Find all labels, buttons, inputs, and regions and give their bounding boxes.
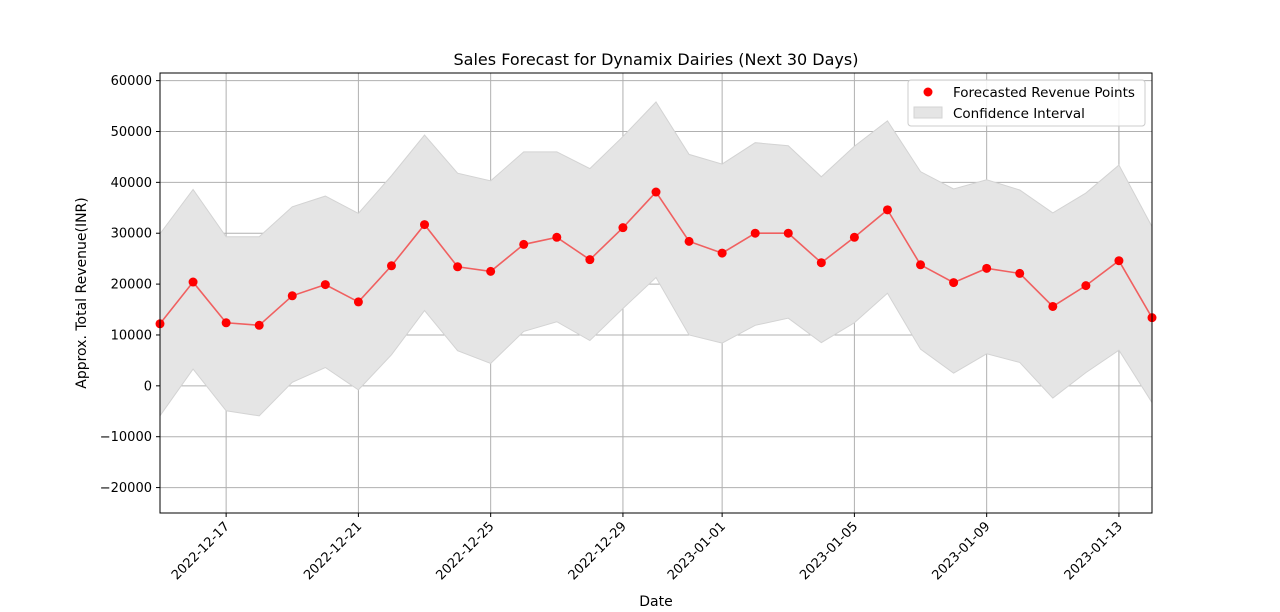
chart-title: Sales Forecast for Dynamix Dairies (Next… — [454, 50, 859, 69]
forecast-point — [750, 228, 760, 238]
forecast-point — [453, 262, 463, 272]
y-tick-label: 0 — [144, 379, 152, 394]
forecast-point — [684, 236, 694, 246]
y-tick-label: −20000 — [100, 481, 152, 496]
forecast-point — [982, 263, 992, 273]
forecast-point — [287, 291, 297, 301]
legend-label-forecast: Forecasted Revenue Points — [953, 85, 1135, 101]
forecast-point — [651, 187, 661, 197]
y-tick-label: 40000 — [111, 176, 152, 191]
forecast-point — [585, 255, 595, 265]
forecast-point — [1114, 256, 1124, 266]
x-tick-label: 2022-12-17 — [169, 519, 233, 583]
x-tick-label: 2023-01-13 — [1062, 519, 1126, 583]
forecast-point — [1015, 268, 1025, 278]
forecast-point — [254, 320, 264, 330]
y-tick-label: −10000 — [100, 430, 152, 445]
y-tick-label: 10000 — [111, 328, 152, 343]
x-tick-label: 2022-12-29 — [566, 519, 630, 583]
x-axis-label: Date — [639, 594, 672, 610]
x-axis-ticks: 2022-12-17 2022-12-21 2022-12-25 2022-12-29… — [169, 513, 1126, 583]
forecast-points-layer — [155, 187, 1157, 330]
x-tick-label: 2023-01-05 — [797, 519, 861, 583]
forecast-point — [1048, 301, 1058, 311]
legend-swatch-confidence — [913, 106, 943, 119]
forecast-point — [783, 228, 793, 238]
forecast-point — [816, 258, 826, 268]
forecast-point — [717, 248, 727, 258]
confidence-band-layer — [159, 101, 1153, 418]
forecast-point — [519, 239, 529, 249]
forecast-point — [420, 220, 430, 230]
x-tick-label: 2023-01-09 — [929, 519, 993, 583]
legend: Forecasted Revenue Points Confidence Int… — [907, 79, 1146, 127]
forecast-point — [353, 297, 363, 307]
y-axis-label: Approx. Total Revenue(INR) — [74, 197, 90, 389]
confidence-band — [159, 101, 1153, 418]
y-tick-label: 50000 — [111, 125, 152, 140]
forecast-point — [386, 261, 396, 271]
forecast-point — [882, 205, 892, 215]
x-tick-label: 2022-12-25 — [433, 519, 497, 583]
forecast-point — [320, 280, 330, 290]
legend-box — [907, 79, 1146, 127]
y-axis-ticks: −20000 −10000 0 10000 20000 30000 40000 50000 60… — [100, 74, 160, 496]
forecast-point — [949, 278, 959, 288]
forecast-point — [486, 266, 496, 276]
forecast-point — [221, 318, 231, 328]
forecast-point — [916, 260, 926, 270]
y-tick-label: 60000 — [111, 74, 152, 89]
x-tick-label: 2022-12-21 — [301, 519, 365, 583]
forecast-point — [849, 232, 859, 242]
y-tick-label: 20000 — [111, 278, 152, 293]
forecast-point — [1081, 281, 1091, 291]
legend-label-confidence: Confidence Interval — [953, 106, 1085, 122]
forecast-point — [552, 232, 562, 242]
x-tick-label: 2023-01-01 — [665, 519, 729, 583]
forecast-point — [618, 223, 628, 233]
legend-marker-forecast — [923, 87, 933, 97]
y-tick-label: 30000 — [111, 227, 152, 242]
plot-frame — [159, 72, 1153, 514]
forecast-point — [188, 277, 198, 287]
